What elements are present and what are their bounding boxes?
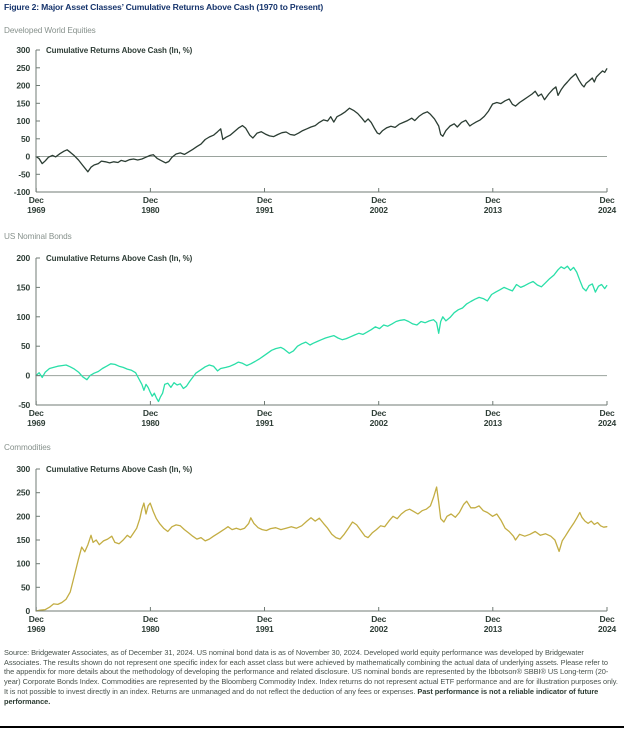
- svg-text:-100: -100: [14, 187, 31, 197]
- svg-text:200: 200: [16, 511, 30, 521]
- past-performance-disclaimer: Past performance is not a reliable indic…: [4, 686, 599, 706]
- equities-series-label: Cumulative Returns Above Cash (ln, %): [46, 46, 193, 55]
- svg-text:100: 100: [16, 559, 30, 569]
- svg-text:200: 200: [16, 253, 30, 263]
- figure-title: Figure 2: Major Asset Classes’ Cumulativ…: [4, 2, 324, 12]
- svg-text:0: 0: [25, 606, 30, 616]
- svg-text:150: 150: [16, 282, 30, 292]
- bottom-rule: [0, 726, 624, 728]
- commodities-series-label: Cumulative Returns Above Cash (ln, %): [46, 465, 193, 474]
- svg-text:50: 50: [21, 341, 31, 351]
- svg-text:250: 250: [16, 63, 30, 73]
- svg-text:300: 300: [16, 464, 30, 474]
- svg-text:-50: -50: [18, 169, 30, 179]
- svg-text:100: 100: [16, 312, 30, 322]
- svg-text:0: 0: [25, 152, 30, 162]
- svg-text:300: 300: [16, 45, 30, 55]
- source-disclosure: Source: Bridgewater Associates, as of De…: [4, 648, 620, 706]
- bonds-series-label: Cumulative Returns Above Cash (ln, %): [46, 254, 193, 263]
- section-label-developed-world-equities: Developed World Equities: [4, 26, 96, 35]
- svg-text:50: 50: [21, 134, 31, 144]
- svg-text:150: 150: [16, 98, 30, 108]
- svg-text:0: 0: [25, 371, 30, 381]
- svg-text:150: 150: [16, 535, 30, 545]
- svg-text:250: 250: [16, 488, 30, 498]
- svg-text:200: 200: [16, 81, 30, 91]
- source-text: Source: Bridgewater Associates, as of De…: [4, 648, 618, 696]
- section-label-us-nominal-bonds: US Nominal Bonds: [4, 232, 72, 241]
- svg-text:100: 100: [16, 116, 30, 126]
- svg-text:50: 50: [21, 582, 31, 592]
- section-label-commodities: Commodities: [4, 443, 51, 452]
- svg-text:-50: -50: [18, 400, 30, 410]
